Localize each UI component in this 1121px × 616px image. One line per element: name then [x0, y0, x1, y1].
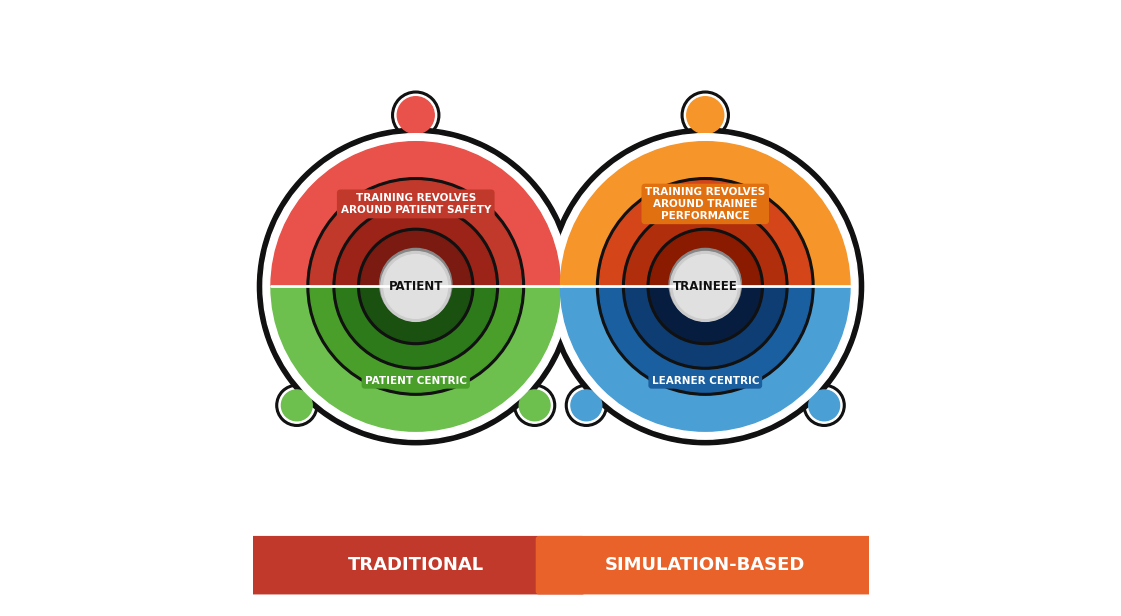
Text: SIMULATION-BASED: SIMULATION-BASED [605, 556, 806, 574]
Circle shape [806, 387, 842, 423]
Wedge shape [647, 286, 763, 344]
Circle shape [684, 94, 726, 136]
Wedge shape [271, 142, 560, 286]
Circle shape [380, 248, 452, 321]
Text: PATIENT CENTRIC: PATIENT CENTRIC [364, 376, 466, 386]
Text: TRAINING REVOLVES
AROUND PATIENT SAFETY: TRAINING REVOLVES AROUND PATIENT SAFETY [341, 193, 491, 215]
Wedge shape [311, 180, 521, 286]
Circle shape [670, 251, 740, 322]
Wedge shape [336, 207, 495, 286]
Wedge shape [650, 286, 760, 341]
Text: TRAINEEE: TRAINEEE [673, 280, 738, 293]
Wedge shape [358, 229, 474, 286]
Circle shape [547, 128, 863, 445]
Circle shape [397, 97, 434, 134]
Circle shape [808, 390, 840, 421]
Text: TRAINING REVOLVES
AROUND TRAINEE
PERFORMANCE: TRAINING REVOLVES AROUND TRAINEE PERFORM… [645, 187, 766, 221]
Wedge shape [560, 286, 850, 431]
Circle shape [517, 387, 553, 423]
Circle shape [687, 97, 724, 134]
Circle shape [276, 384, 317, 426]
Text: TRADITIONAL: TRADITIONAL [348, 556, 484, 574]
Wedge shape [560, 142, 850, 286]
Circle shape [565, 384, 608, 426]
Circle shape [263, 134, 568, 439]
Wedge shape [650, 232, 760, 286]
Wedge shape [307, 286, 525, 395]
Circle shape [804, 384, 845, 426]
Text: LEARNER CENTRIC: LEARNER CENTRIC [651, 376, 759, 386]
Wedge shape [622, 204, 788, 286]
Circle shape [281, 390, 313, 421]
Text: PATIENT: PATIENT [389, 280, 443, 293]
Circle shape [391, 91, 439, 139]
Wedge shape [622, 286, 788, 369]
Wedge shape [596, 286, 814, 395]
FancyBboxPatch shape [536, 536, 874, 594]
Wedge shape [336, 286, 495, 366]
Circle shape [258, 128, 574, 445]
Circle shape [682, 91, 730, 139]
Wedge shape [600, 180, 810, 286]
Wedge shape [647, 229, 763, 286]
Circle shape [395, 94, 437, 136]
Wedge shape [626, 286, 785, 366]
Circle shape [513, 384, 556, 426]
Wedge shape [358, 286, 474, 344]
Circle shape [381, 251, 451, 322]
Circle shape [553, 134, 858, 439]
Circle shape [383, 254, 447, 318]
Circle shape [279, 387, 315, 423]
Circle shape [568, 387, 604, 423]
Wedge shape [271, 286, 560, 431]
Wedge shape [307, 177, 525, 286]
Wedge shape [596, 177, 814, 286]
Wedge shape [361, 286, 471, 341]
Wedge shape [311, 286, 521, 392]
Wedge shape [600, 286, 810, 392]
Circle shape [519, 390, 550, 421]
Wedge shape [361, 232, 471, 286]
Circle shape [571, 390, 602, 421]
FancyBboxPatch shape [247, 536, 585, 594]
Wedge shape [333, 204, 499, 286]
Wedge shape [626, 207, 785, 286]
Circle shape [669, 248, 741, 321]
Wedge shape [333, 286, 499, 369]
Circle shape [674, 254, 738, 318]
